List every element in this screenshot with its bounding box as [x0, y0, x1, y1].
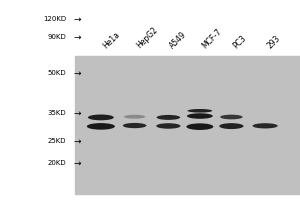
Text: HepG2: HepG2 — [135, 26, 159, 50]
Text: 35KD: 35KD — [47, 110, 66, 116]
Text: 20KD: 20KD — [47, 160, 66, 166]
Ellipse shape — [187, 113, 213, 119]
Ellipse shape — [219, 123, 244, 129]
Ellipse shape — [156, 123, 181, 129]
Text: →: → — [74, 15, 81, 23]
Text: →: → — [74, 136, 81, 146]
Ellipse shape — [88, 115, 114, 120]
Text: MCF-7: MCF-7 — [200, 27, 223, 50]
Ellipse shape — [253, 123, 278, 128]
Ellipse shape — [124, 115, 145, 119]
Text: PC3: PC3 — [231, 34, 248, 50]
Ellipse shape — [157, 115, 180, 120]
Text: →: → — [74, 108, 81, 117]
Ellipse shape — [188, 109, 212, 113]
Ellipse shape — [123, 123, 146, 128]
Ellipse shape — [87, 123, 115, 130]
Text: 120KD: 120KD — [43, 16, 66, 22]
Text: 50KD: 50KD — [47, 70, 66, 76]
Text: 293: 293 — [265, 34, 282, 50]
Text: →: → — [74, 68, 81, 77]
Text: A549: A549 — [168, 30, 189, 50]
Text: 25KD: 25KD — [47, 138, 66, 144]
Text: →: → — [74, 158, 81, 168]
Text: He1a: He1a — [101, 30, 121, 50]
Text: 90KD: 90KD — [47, 34, 66, 40]
Ellipse shape — [186, 123, 213, 130]
Ellipse shape — [220, 115, 243, 119]
Text: →: → — [74, 32, 81, 42]
